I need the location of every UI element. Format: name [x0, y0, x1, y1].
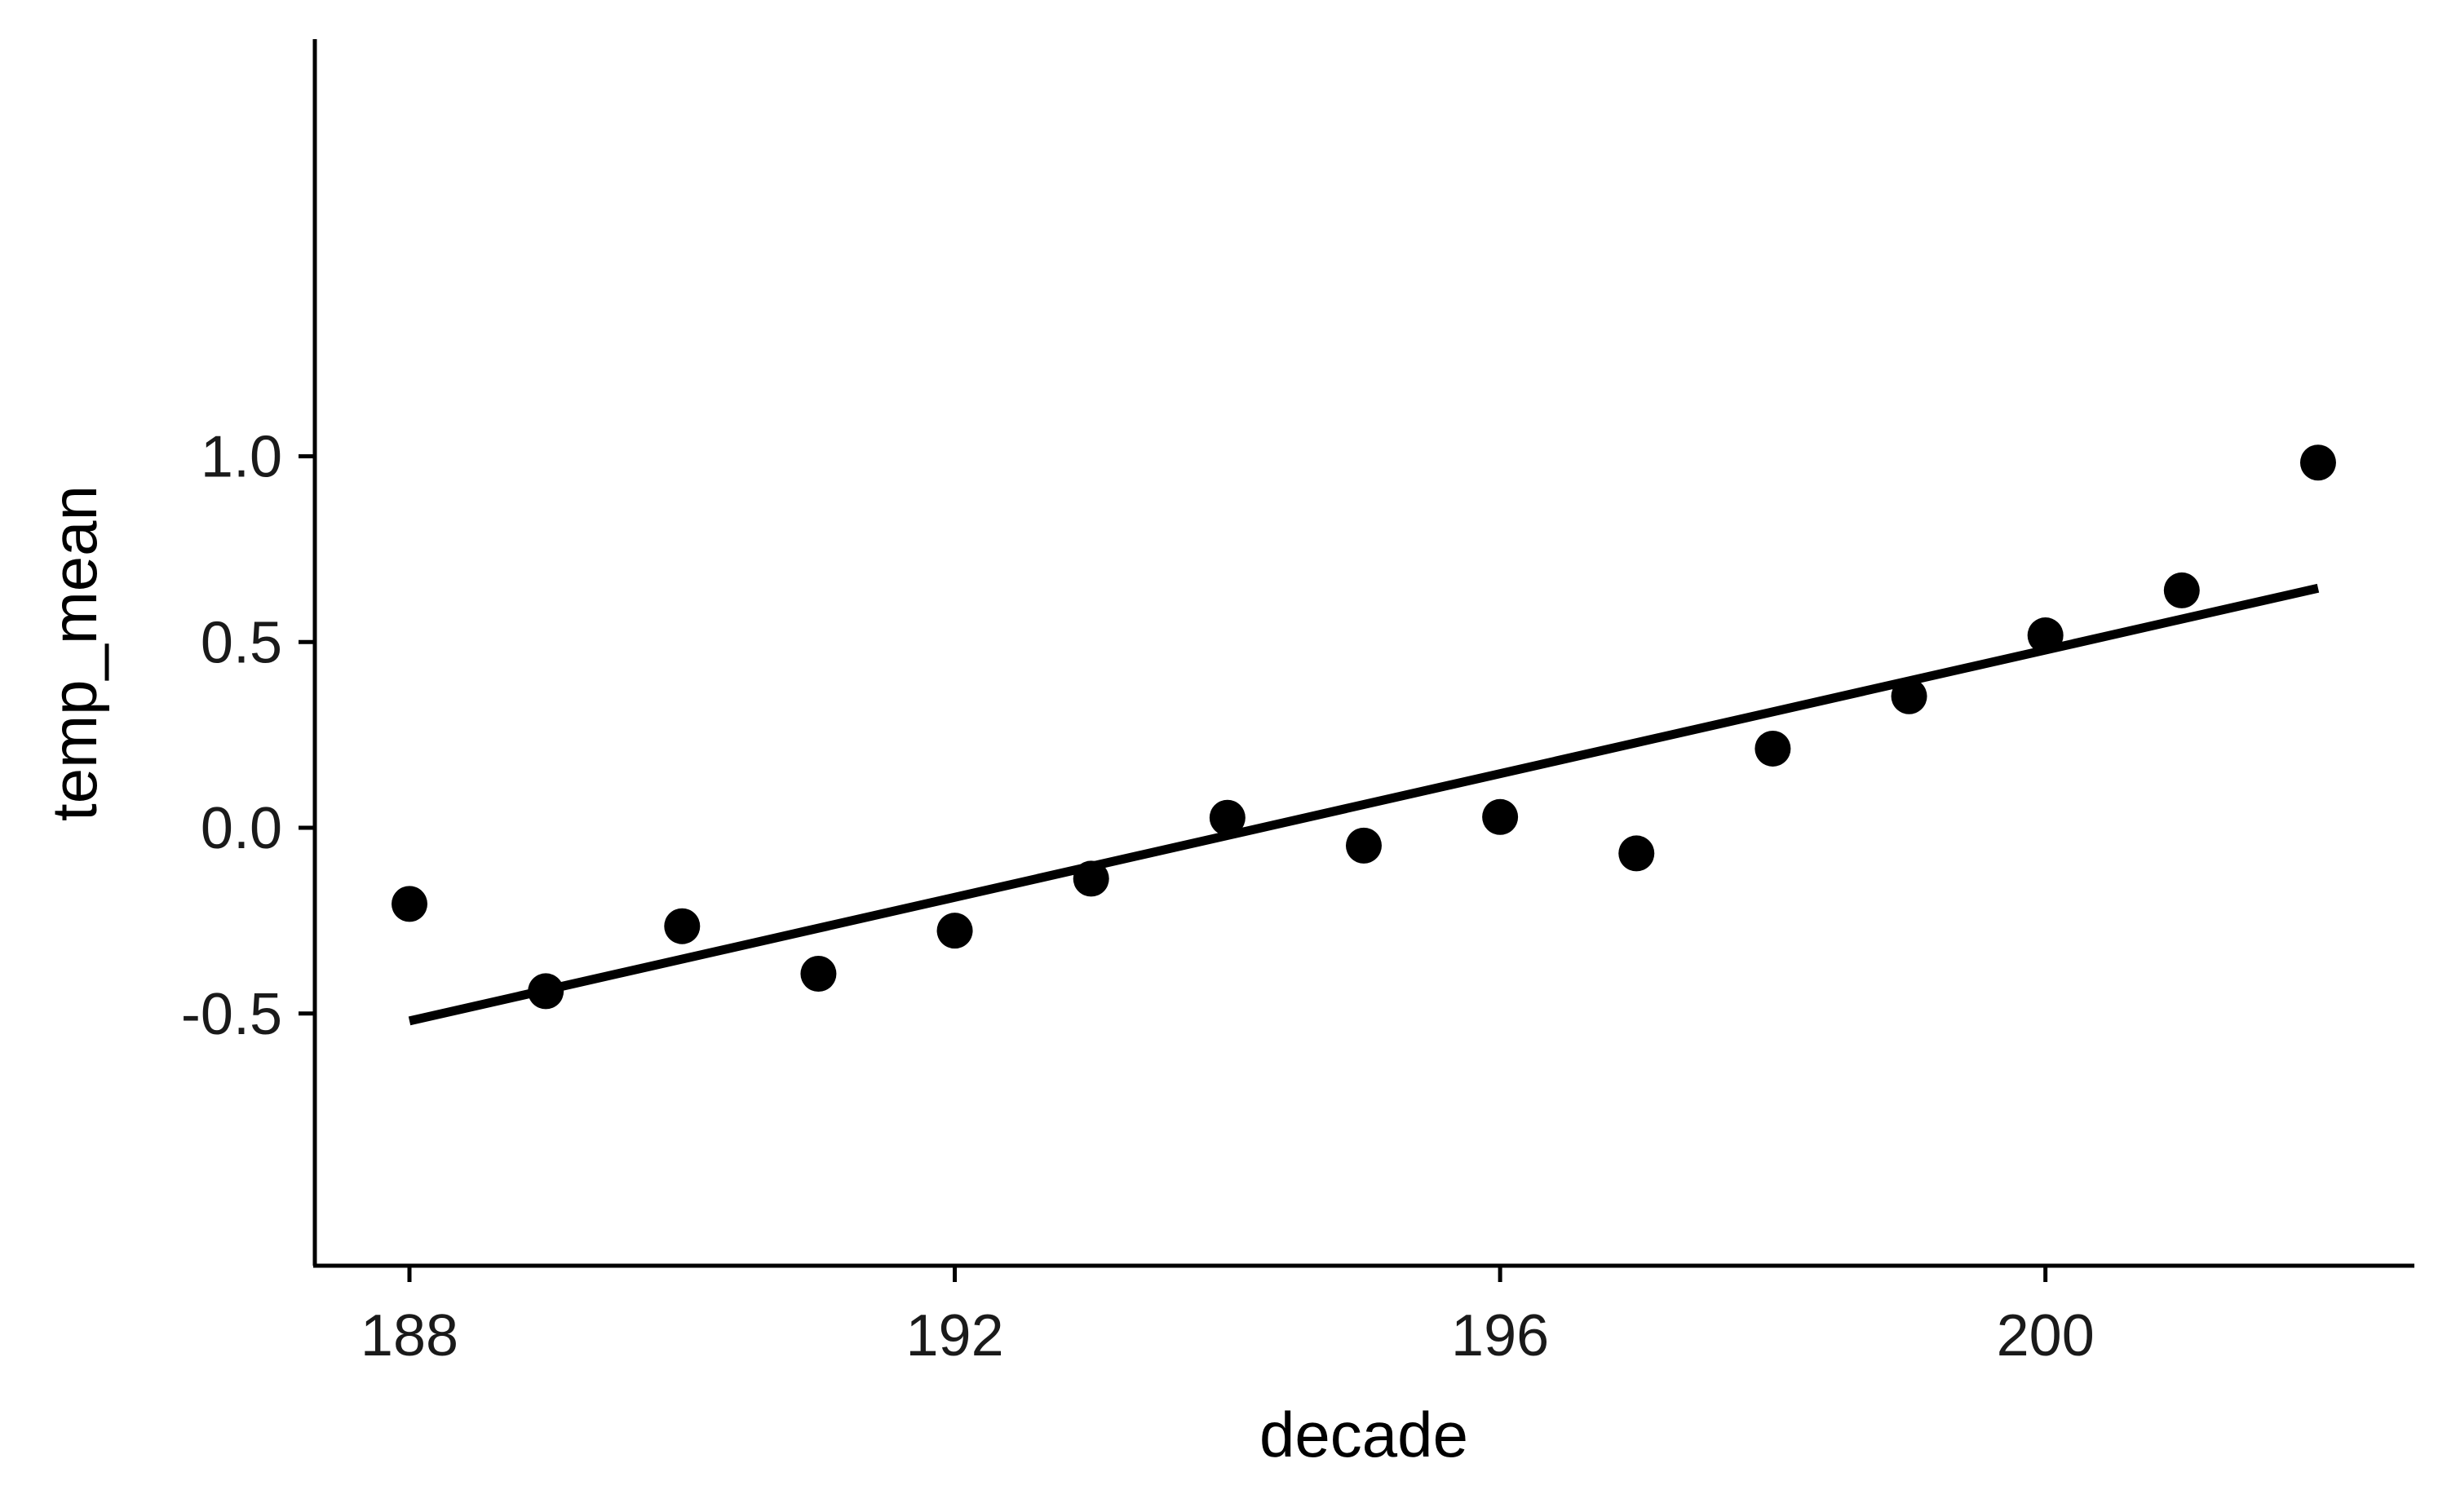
y-tick-label: -0.5 [181, 982, 282, 1047]
data-point [1618, 835, 1655, 872]
data-point [392, 886, 427, 922]
x-tick-label: 200 [1997, 1303, 2095, 1368]
x-tick-label: 192 [905, 1303, 1003, 1368]
y-tick-label: 0.0 [201, 796, 282, 861]
y-tick-label: 1.0 [201, 425, 282, 490]
data-point [2163, 572, 2200, 608]
trend-line-group [408, 583, 2320, 1026]
x-axis-title: decade [1259, 1399, 1468, 1470]
data-point [1345, 827, 1382, 864]
data-point [1482, 798, 1519, 835]
y-axis-title: temp_mean [38, 485, 110, 821]
data-point [664, 908, 701, 944]
data-point [2027, 617, 2064, 654]
y-tick-label: 0.5 [201, 610, 282, 675]
data-points [392, 444, 2336, 1010]
data-point [1209, 799, 1246, 836]
y-axis-ticks: -0.5 0.0 0.5 1.0 [181, 425, 315, 1047]
trend-line [408, 583, 2320, 1026]
data-point [2299, 444, 2336, 481]
data-point [936, 913, 973, 949]
data-point [800, 956, 837, 993]
data-point [1073, 860, 1109, 897]
data-point [1891, 678, 1927, 714]
data-point [1754, 730, 1791, 767]
x-axis-ticks: 188 192 196 200 [361, 1266, 2095, 1368]
x-tick-label: 188 [361, 1303, 458, 1368]
x-tick-label: 196 [1451, 1303, 1549, 1368]
data-point [528, 973, 564, 1010]
